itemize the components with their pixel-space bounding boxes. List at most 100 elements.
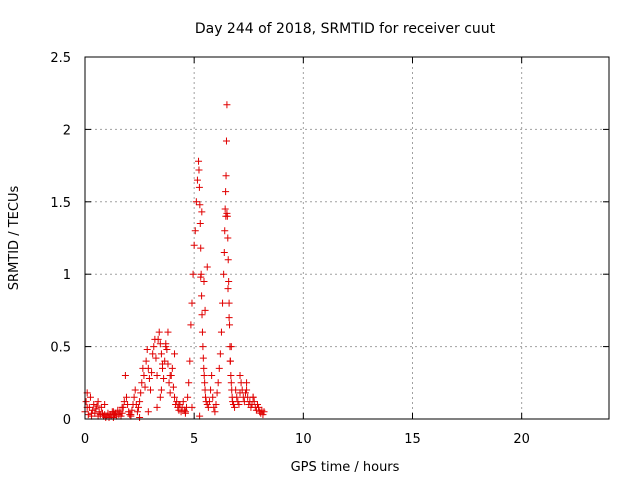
data-point (82, 398, 90, 406)
data-point (179, 398, 187, 406)
data-point (121, 372, 129, 380)
data-point (222, 188, 230, 196)
data-point (197, 273, 205, 281)
data-point (86, 393, 94, 401)
data-point (144, 364, 152, 372)
data-point (225, 299, 233, 307)
y-tick-label: 1 (63, 268, 71, 283)
data-point (181, 408, 189, 416)
data-point (198, 292, 206, 300)
data-point (149, 350, 157, 358)
data-point (141, 383, 149, 391)
data-point (118, 403, 126, 411)
data-point (136, 398, 144, 406)
x-axis: 0 5 10 15 20 (81, 57, 530, 447)
data-point (222, 172, 230, 180)
data-point (152, 354, 160, 362)
data-point (84, 411, 92, 419)
data-point (153, 403, 161, 411)
data-point (195, 166, 203, 174)
data-point (222, 137, 230, 145)
data-point (226, 357, 234, 365)
data-point (220, 248, 228, 256)
data-point (145, 374, 153, 382)
data-point (212, 401, 220, 409)
data-point (166, 389, 174, 397)
data-point (168, 364, 176, 372)
data-point (94, 398, 102, 406)
data-point (150, 343, 158, 351)
data-point (93, 402, 101, 410)
data-point (208, 372, 216, 380)
data-point (201, 379, 209, 387)
data-point (134, 403, 142, 411)
data-point (157, 386, 165, 394)
data-point (198, 311, 206, 319)
data-point (188, 403, 196, 411)
data-point (255, 403, 263, 411)
data-point (209, 393, 217, 401)
data-point (259, 411, 267, 419)
data-point (163, 345, 171, 353)
x-tick-label: 15 (404, 432, 421, 447)
data-point (195, 157, 203, 165)
data-point (159, 360, 167, 368)
data-point (128, 406, 136, 414)
x-tick-label: 5 (190, 432, 198, 447)
data-point (227, 343, 235, 351)
data-point (185, 379, 193, 387)
data-point (225, 277, 233, 285)
data-point (156, 393, 164, 401)
y-tick-label: 1.5 (50, 196, 71, 211)
data-point (88, 409, 96, 417)
data-point (205, 398, 213, 406)
data-point (253, 401, 261, 409)
data-point (171, 350, 179, 358)
y-tick-label: 2.5 (50, 51, 71, 66)
data-point (171, 393, 179, 401)
data-point (162, 343, 170, 351)
data-point (227, 379, 235, 387)
data-point (260, 408, 268, 416)
data-point (224, 285, 232, 293)
data-point (154, 335, 162, 343)
data-point (201, 306, 209, 314)
y-axis: 0 0.5 1 1.5 2 2.5 (50, 51, 609, 428)
data-point (190, 241, 198, 249)
data-point (101, 401, 109, 409)
data-point (219, 299, 227, 307)
data-point (143, 345, 151, 353)
data-point (234, 398, 242, 406)
data-point (226, 321, 234, 329)
data-point (235, 401, 243, 409)
y-tick-label: 2 (63, 123, 71, 138)
data-point (157, 350, 165, 358)
data-point (216, 350, 224, 358)
data-point (196, 412, 204, 420)
data-point (214, 379, 222, 387)
data-point (233, 393, 241, 401)
data-point (213, 389, 221, 397)
data-point (250, 398, 258, 406)
data-point (142, 357, 150, 365)
data-point (122, 393, 130, 401)
x-tick-label: 0 (81, 432, 89, 447)
data-point (195, 183, 203, 191)
data-point (90, 401, 98, 409)
data-point (200, 372, 208, 380)
data-point (225, 314, 233, 322)
data-point (165, 379, 173, 387)
x-tick-label: 10 (295, 432, 312, 447)
data-point (130, 393, 138, 401)
data-point (243, 379, 251, 387)
data-point (136, 414, 144, 422)
data-point (249, 393, 257, 401)
data-point (192, 198, 200, 206)
data-point (221, 205, 229, 213)
data-point (153, 372, 161, 380)
x-axis-label: GPS time / hours (291, 460, 400, 475)
chart-title: Day 244 of 2018, SRMTID for receiver cuu… (195, 21, 496, 37)
data-point (236, 372, 244, 380)
data-point (186, 357, 194, 365)
data-point (222, 212, 230, 220)
